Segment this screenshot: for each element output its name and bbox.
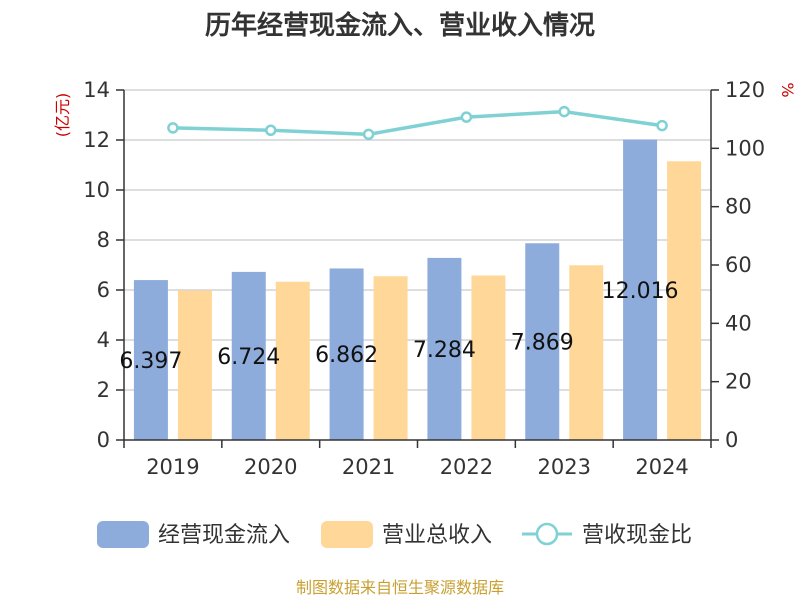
y-left-tick-label: 14 [83,78,110,102]
bar-cash-inflow [133,280,168,440]
y-left-tick-label: 12 [83,128,110,152]
bar-cash-inflow [525,243,560,440]
ratio-point [558,105,570,118]
gridlines [124,89,711,391]
legend-swatch-revenue [321,521,373,548]
y-right-tick-label: 40 [725,311,752,335]
bars [133,139,702,440]
x-tick-label: 2019 [146,455,199,479]
y-right-unit: % [778,82,797,97]
legend-label-cash-inflow: 经营现金流入 [158,523,290,548]
bar-cash-inflow [623,139,658,440]
y-left-tick-label: 8 [97,228,110,252]
data-labels: 6.397 6.724 6.862 7.284 7.869 12.016 [119,279,678,374]
y-right-tick-label: 80 [725,195,752,219]
bar-value-label: 6.862 [315,343,378,368]
bar-revenue [667,161,702,440]
ratio-polyline [172,109,663,137]
axes: 0 2 4 6 8 10 12 14 0 20 40 60 80 100 120 2019 2020 2021 20… [83,78,765,479]
y-left-tick-label: 4 [97,328,110,352]
bar-revenue [177,290,212,440]
ratio-point [656,119,668,132]
y-left-tick-label: 2 [97,378,110,402]
y-right-tick-label: 20 [725,370,752,394]
x-tick-label: 2022 [440,455,493,479]
ratio-point [362,128,375,141]
y-left-tick-label: 0 [97,428,110,452]
bar-cash-inflow [231,271,266,440]
y-right-tick-label: 100 [725,136,765,160]
bar-value-label: 6.724 [217,345,280,370]
x-tick-label: 2024 [635,455,688,479]
y-right-tick-label: 0 [725,428,738,452]
bar-revenue [471,275,506,440]
bar-value-label: 12.016 [602,279,679,304]
bar-revenue [275,281,310,440]
ratio-point [167,122,179,134]
ratio-line [167,105,668,141]
source-note: 制图数据来自恒生聚源数据库 [296,578,504,597]
legend-swatch-ratio-marker [535,522,559,546]
x-tick-label: 2021 [342,455,395,479]
y-left-unit: (亿元) [53,93,72,138]
bar-value-label: 6.397 [119,349,182,374]
y-right-tick-label: 120 [725,78,765,102]
bar-cash-inflow [329,268,364,440]
y-left-tick-label: 6 [97,278,110,302]
y-right-tick-label: 60 [725,253,752,277]
chart-title: 历年经营现金流入、营业收入情况 [205,10,595,41]
bar-value-label: 7.284 [413,338,476,363]
ratio-point [265,124,277,136]
x-tick-label: 2020 [244,455,297,479]
x-tick-label: 2023 [538,455,591,479]
legend-label-ratio: 营收现金比 [582,523,692,548]
bar-cash-inflow [427,257,462,440]
legend-swatch-cash-inflow [97,521,149,548]
bar-value-label: 7.869 [511,331,574,356]
bar-revenue [569,265,604,440]
legend: 经营现金流入 营业总收入 营收现金比 [97,521,692,548]
y-left-tick-label: 10 [83,178,110,202]
bar-revenue [373,276,408,440]
ratio-point [460,111,473,123]
legend-label-revenue: 营业总收入 [382,523,492,548]
